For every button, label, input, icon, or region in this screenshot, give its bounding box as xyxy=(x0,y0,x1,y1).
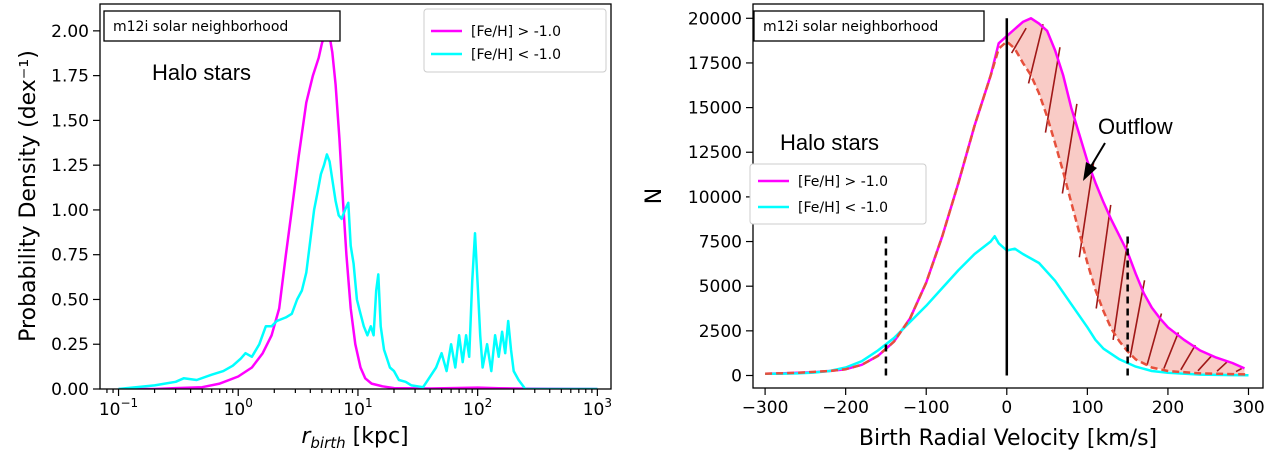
left-series-line-1 xyxy=(118,153,598,389)
left-x-axis-label-sub: birth xyxy=(310,434,345,452)
left-chart: 10−1 100 101 102 103 0.00 0.25 0.50 0.75 1.00 1.2… xyxy=(16,3,612,452)
outflow-label: Outflow xyxy=(1098,114,1173,139)
left-y-tick-label: 0.75 xyxy=(51,246,89,266)
outflow-hatch-line xyxy=(1129,280,1146,358)
left-legend-label-metal-rich: [Fe/H] > -1.0 xyxy=(471,24,561,40)
left-y-tick-label: 0.00 xyxy=(51,380,89,400)
outflow-hatch-line xyxy=(1010,27,1027,54)
right-textbox-text: m12i solar neighborhood xyxy=(763,19,938,35)
right-x-tick-label: −100 xyxy=(903,398,950,418)
left-legend-label-metal-poor: [Fe/H] < -1.0 xyxy=(471,47,561,63)
right-halo-stars-annotation: Halo stars xyxy=(780,130,879,155)
left-x-axis-label-main: r xyxy=(301,424,312,449)
right-series-line-2 xyxy=(765,40,1249,376)
outflow-hatch-line xyxy=(1146,313,1163,366)
outflow-hatch-line xyxy=(1216,361,1228,372)
right-y-tick-label: 10000 xyxy=(688,188,742,208)
right-x-tick-label: 200 xyxy=(1152,398,1184,418)
left-x-tick-label: 102 xyxy=(463,396,492,420)
left-x-tick-label: 100 xyxy=(224,396,253,420)
left-y-tick-label: 1.00 xyxy=(51,201,89,221)
right-y-tick-label: 7500 xyxy=(699,233,742,253)
left-y-axis-label: Probability Density (dex⁻¹) xyxy=(16,50,41,342)
left-legend: [Fe/H] > -1.0 [Fe/H] < -1.0 xyxy=(423,8,607,73)
left-y-tick-label: 0.50 xyxy=(51,290,89,310)
left-y-tick-label: 2.00 xyxy=(51,22,89,42)
right-y-tick-label: 0 xyxy=(731,366,742,386)
left-x-axis-label: rbirth [kpc] xyxy=(301,424,408,452)
left-plot-frame xyxy=(99,3,612,390)
left-halo-stars-annotation: Halo stars xyxy=(152,60,251,85)
left-textbox-text: m12i solar neighborhood xyxy=(113,19,288,35)
outflow-shaded-region xyxy=(1006,18,1245,375)
right-x-tick-label: 100 xyxy=(1071,398,1103,418)
left-y-tick-label: 0.25 xyxy=(51,335,89,355)
left-y-tick-label: 1.50 xyxy=(51,111,89,131)
right-legend-label-metal-poor: [Fe/H] < -1.0 xyxy=(798,200,888,216)
right-series-line-1 xyxy=(765,234,1249,377)
right-y-axis-label: N xyxy=(642,188,667,204)
left-y-tick-label: 1.25 xyxy=(51,156,89,176)
outflow-arrow xyxy=(1083,142,1106,181)
right-y-tick-label: 12500 xyxy=(688,143,742,163)
right-x-tick-label: −300 xyxy=(742,398,789,418)
right-x-tick-label: −200 xyxy=(822,398,869,418)
right-legend-label-metal-rich: [Fe/H] > -1.0 xyxy=(798,174,888,190)
left-x-tick-label: 101 xyxy=(343,396,372,420)
outflow-hatch-line xyxy=(1180,344,1197,371)
left-x-tick-label: 10−1 xyxy=(99,396,138,420)
left-x-axis-label-unit: [kpc] xyxy=(346,424,409,449)
outflow-hatch-line xyxy=(1197,354,1213,372)
left-textbox: m12i solar neighborhood xyxy=(103,10,341,42)
right-x-axis-label: Birth Radial Velocity [km/s] xyxy=(859,426,1157,451)
right-y-tick-label: 2500 xyxy=(699,322,742,342)
right-y-tick-label: 5000 xyxy=(699,277,742,297)
outflow-hatch-line xyxy=(1235,367,1243,373)
left-x-tick-label: 103 xyxy=(583,396,612,420)
right-y-tick-label: 15000 xyxy=(688,99,742,119)
right-x-tick-label: 0 xyxy=(1001,398,1012,418)
right-y-tick-label: 20000 xyxy=(688,9,742,29)
left-y-tick-label: 1.75 xyxy=(51,67,89,87)
right-legend: [Fe/H] > -1.0 [Fe/H] < -1.0 xyxy=(749,163,927,225)
outflow-hatch-line xyxy=(1163,332,1180,369)
outflow-hatch-line xyxy=(1095,204,1112,309)
right-chart: −300 −200 −100 0 100 200 300 0 2500 5000 7500 1000… xyxy=(642,3,1265,451)
outflow-hatch-line xyxy=(1112,240,1129,340)
right-y-tick-label: 17500 xyxy=(688,54,742,74)
right-x-tick-label: 300 xyxy=(1232,398,1264,418)
right-textbox: m12i solar neighborhood xyxy=(753,10,985,42)
